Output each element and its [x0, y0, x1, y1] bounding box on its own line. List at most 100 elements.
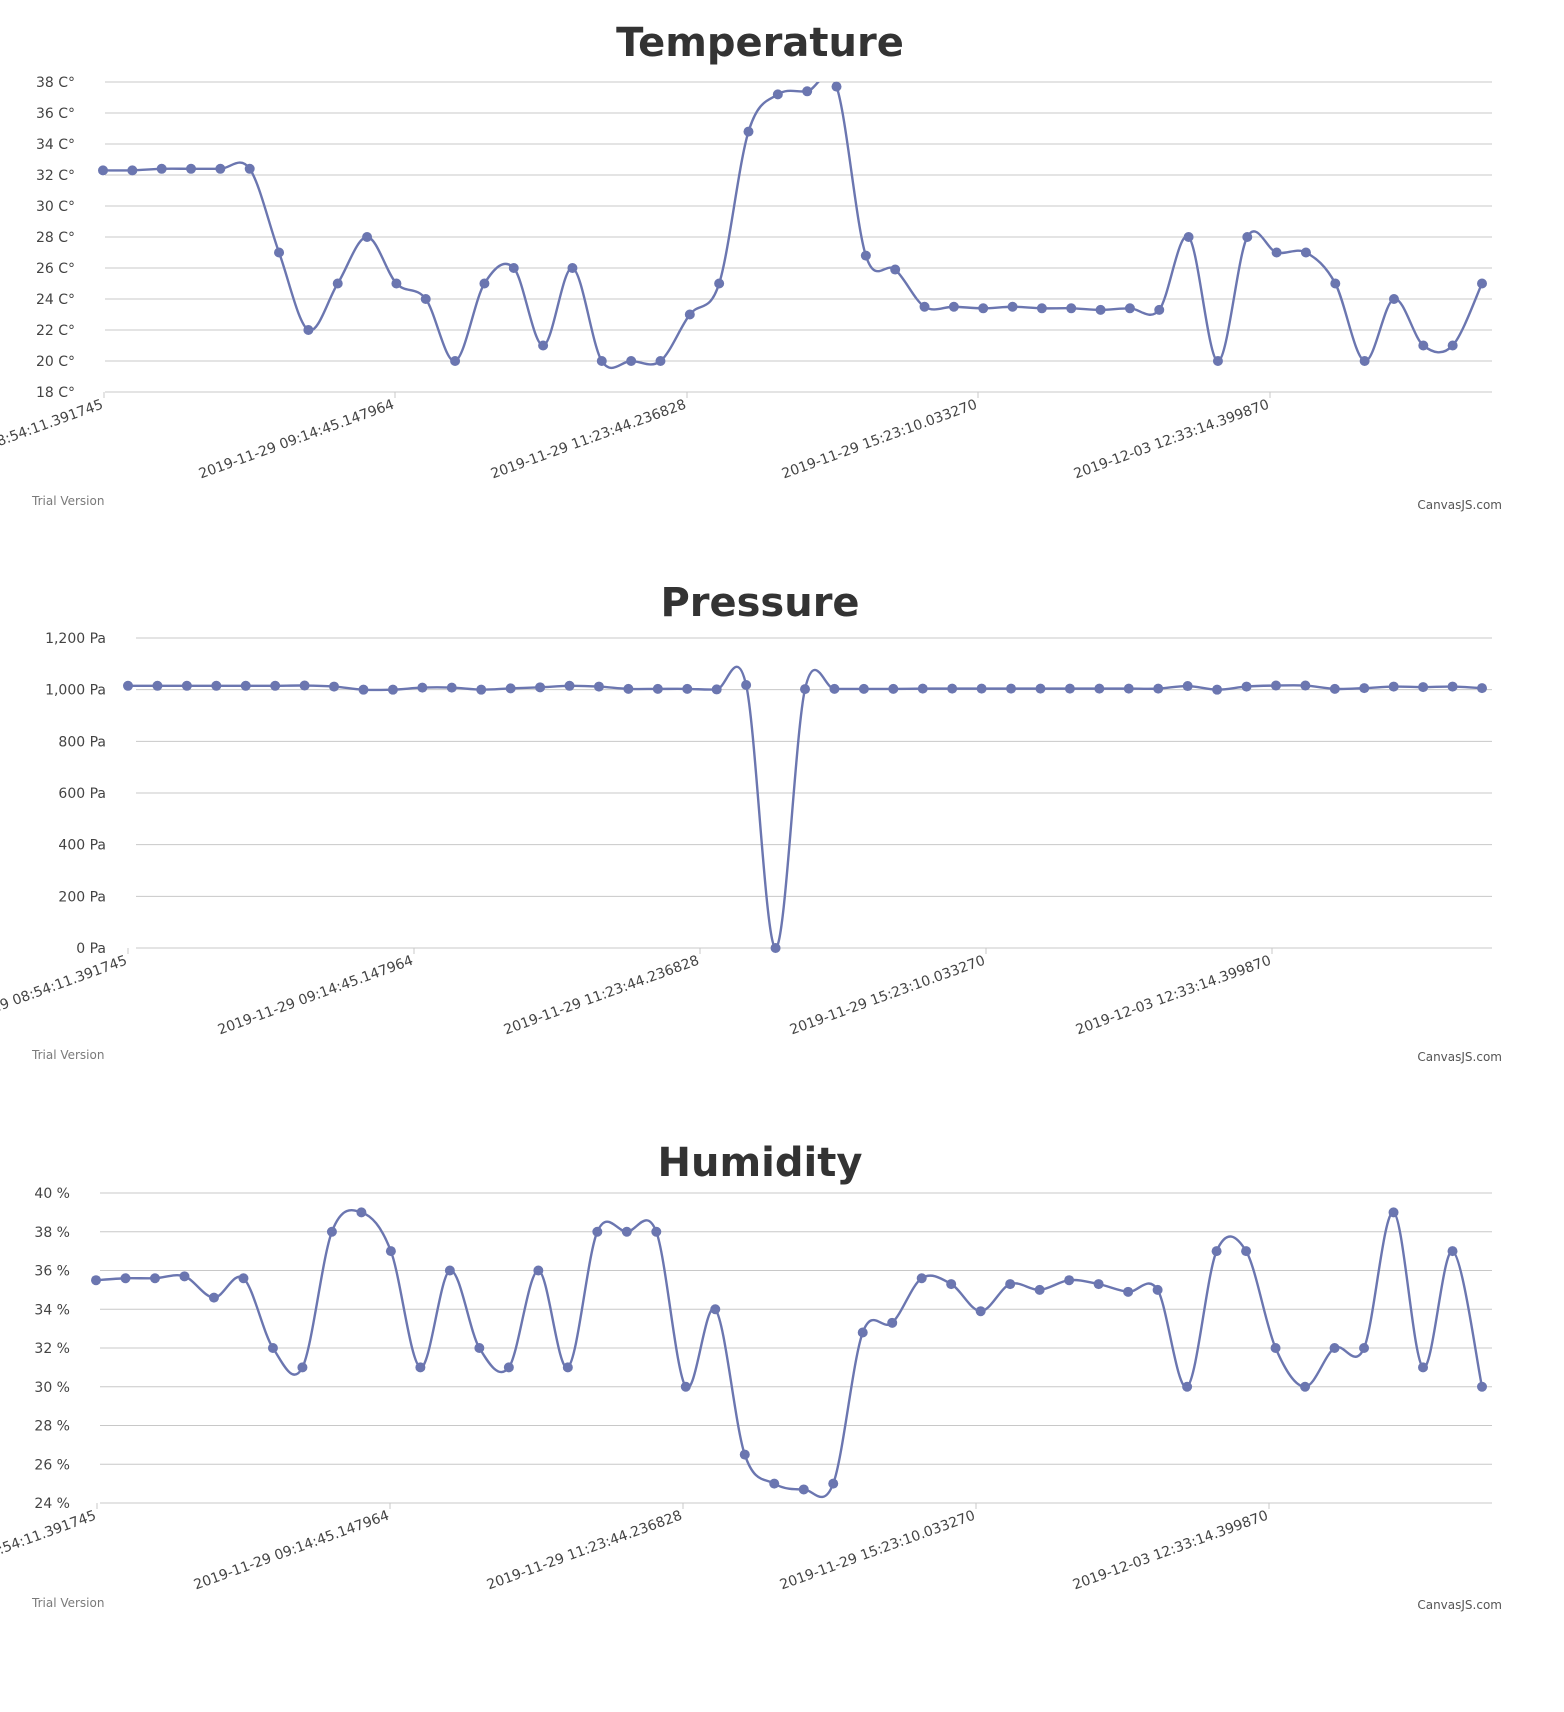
data-point[interactable]	[1271, 247, 1282, 258]
data-point[interactable]	[1300, 1381, 1311, 1392]
data-point[interactable]	[1064, 1275, 1075, 1286]
data-point[interactable]	[91, 1275, 101, 1286]
data-point[interactable]	[1034, 1284, 1045, 1295]
data-point[interactable]	[1007, 301, 1018, 312]
data-point[interactable]	[356, 1207, 367, 1218]
data-point[interactable]	[1477, 278, 1487, 289]
data-point[interactable]	[1124, 303, 1135, 314]
data-point[interactable]	[655, 356, 666, 366]
data-point[interactable]	[238, 1273, 249, 1284]
data-point[interactable]	[798, 1484, 809, 1495]
data-point[interactable]	[829, 683, 840, 694]
data-point[interactable]	[1447, 340, 1458, 351]
data-point[interactable]	[831, 81, 842, 92]
data-point[interactable]	[535, 682, 546, 693]
data-point[interactable]	[1183, 232, 1194, 242]
data-point[interactable]	[1212, 356, 1223, 366]
data-point[interactable]	[1066, 303, 1077, 314]
data-point[interactable]	[1182, 681, 1193, 692]
data-point[interactable]	[391, 278, 402, 289]
data-point[interactable]	[1094, 683, 1105, 694]
data-point[interactable]	[358, 684, 369, 695]
data-point[interactable]	[975, 1306, 986, 1317]
data-point[interactable]	[1035, 683, 1046, 694]
data-point[interactable]	[800, 684, 810, 695]
data-point[interactable]	[592, 1226, 603, 1237]
data-point[interactable]	[1153, 683, 1164, 694]
data-point[interactable]	[769, 1478, 780, 1489]
data-point[interactable]	[714, 278, 725, 289]
data-point[interactable]	[887, 1317, 898, 1328]
data-point[interactable]	[503, 1362, 514, 1373]
data-point[interactable]	[1006, 683, 1017, 694]
data-point[interactable]	[1211, 1246, 1222, 1257]
data-point[interactable]	[1447, 1246, 1458, 1257]
data-point[interactable]	[1270, 680, 1281, 691]
data-point[interactable]	[123, 680, 133, 691]
data-point[interactable]	[303, 325, 314, 335]
data-point[interactable]	[152, 680, 163, 691]
data-point[interactable]	[186, 163, 197, 174]
data-point[interactable]	[682, 683, 693, 694]
data-point[interactable]	[1477, 1381, 1487, 1392]
data-point[interactable]	[948, 301, 959, 312]
data-point[interactable]	[828, 1478, 839, 1489]
data-point[interactable]	[211, 680, 222, 691]
data-point[interactable]	[858, 683, 869, 694]
data-point[interactable]	[326, 1226, 337, 1237]
data-point[interactable]	[1388, 1207, 1399, 1218]
data-point[interactable]	[593, 681, 604, 692]
data-point[interactable]	[947, 683, 958, 694]
data-point[interactable]	[474, 1343, 485, 1353]
data-point[interactable]	[1477, 683, 1487, 694]
data-point[interactable]	[208, 1292, 219, 1303]
data-point[interactable]	[120, 1273, 131, 1284]
data-point[interactable]	[1330, 278, 1341, 289]
data-point[interactable]	[1212, 684, 1223, 695]
data-point[interactable]	[711, 684, 722, 695]
data-point[interactable]	[420, 294, 431, 304]
data-point[interactable]	[156, 163, 167, 174]
data-point[interactable]	[1154, 304, 1165, 315]
data-point[interactable]	[1036, 303, 1047, 314]
data-point[interactable]	[564, 680, 575, 691]
data-point[interactable]	[888, 683, 899, 694]
data-point[interactable]	[1359, 1343, 1370, 1353]
data-point[interactable]	[917, 683, 928, 694]
data-point[interactable]	[596, 356, 607, 366]
data-point[interactable]	[651, 1226, 662, 1237]
data-point[interactable]	[1093, 1279, 1104, 1290]
data-point[interactable]	[1242, 232, 1253, 242]
data-point[interactable]	[329, 681, 340, 692]
data-point[interactable]	[1123, 683, 1134, 694]
data-point[interactable]	[476, 684, 487, 695]
data-point[interactable]	[684, 309, 695, 320]
data-point[interactable]	[274, 247, 285, 258]
data-point[interactable]	[479, 278, 490, 289]
data-point[interactable]	[332, 278, 343, 289]
data-point[interactable]	[621, 1226, 632, 1237]
data-point[interactable]	[743, 126, 754, 137]
data-point[interactable]	[739, 1449, 750, 1460]
data-point[interactable]	[505, 683, 516, 694]
data-point[interactable]	[1152, 1284, 1163, 1295]
data-point[interactable]	[362, 232, 373, 242]
data-point[interactable]	[1418, 682, 1429, 693]
data-point[interactable]	[1418, 1362, 1429, 1373]
data-point[interactable]	[446, 682, 457, 693]
data-point[interactable]	[1270, 1343, 1281, 1353]
data-point[interactable]	[1359, 356, 1370, 366]
data-point[interactable]	[149, 1273, 160, 1284]
data-point[interactable]	[450, 356, 461, 366]
data-point[interactable]	[1418, 340, 1429, 351]
data-point[interactable]	[1447, 681, 1458, 692]
data-point[interactable]	[415, 1362, 426, 1373]
data-point[interactable]	[567, 263, 578, 273]
data-point[interactable]	[1095, 304, 1106, 315]
data-point[interactable]	[1005, 1279, 1016, 1290]
canvasjs-credit-link[interactable]: CanvasJS.com	[1417, 498, 1502, 512]
data-point[interactable]	[181, 680, 192, 691]
data-point[interactable]	[1359, 683, 1370, 694]
data-point[interactable]	[770, 943, 781, 953]
data-point[interactable]	[444, 1265, 455, 1276]
